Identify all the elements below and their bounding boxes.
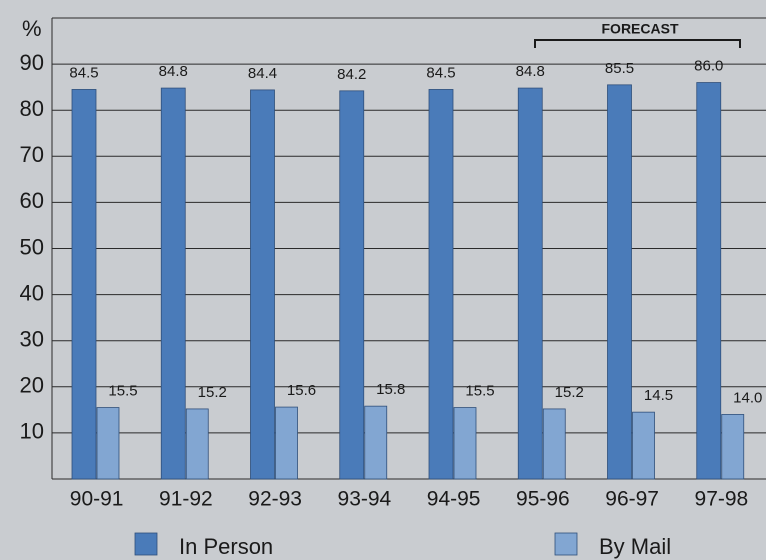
bar — [517, 87, 543, 480]
legend-swatch — [554, 532, 578, 556]
data-label: 14.0 — [733, 389, 762, 406]
y-tick-label: 10 — [20, 419, 44, 444]
y-tick-label: 50 — [20, 234, 44, 259]
bar — [696, 82, 722, 480]
y-axis-label: % — [22, 16, 42, 41]
bar — [632, 411, 655, 480]
data-label: 84.5 — [426, 64, 455, 81]
data-label: 84.2 — [337, 66, 366, 83]
data-label: 15.5 — [465, 383, 494, 400]
x-tick-label: 91-92 — [159, 488, 213, 511]
data-label: 84.5 — [69, 64, 98, 81]
data-label: 15.2 — [198, 384, 227, 401]
x-tick-label: 96-97 — [605, 488, 659, 511]
bar — [250, 89, 275, 480]
data-label: 15.5 — [108, 383, 137, 400]
x-tick-label: 92-93 — [248, 488, 302, 511]
bar — [96, 407, 120, 480]
data-label: 15.2 — [555, 384, 584, 401]
bar — [339, 90, 365, 480]
bar — [185, 408, 209, 480]
legend-swatch — [134, 532, 158, 556]
bar — [275, 406, 298, 480]
y-tick-label: 90 — [20, 50, 44, 75]
bar — [428, 89, 454, 480]
data-label: 15.8 — [376, 381, 405, 398]
data-label: 85.5 — [605, 60, 634, 77]
data-label: 15.6 — [287, 382, 316, 399]
x-tick-label: 95-96 — [516, 488, 570, 511]
data-label: 84.4 — [248, 65, 277, 82]
bar — [160, 87, 186, 480]
x-tick-label: 94-95 — [427, 488, 481, 511]
legend-label: In Person — [179, 534, 273, 559]
y-tick-label: 60 — [20, 188, 44, 213]
y-tick-label: 20 — [20, 373, 44, 398]
forecast-bracket — [534, 39, 741, 48]
data-label: 86.0 — [694, 58, 723, 75]
x-tick-label: 93-94 — [338, 488, 392, 511]
y-tick-label: 80 — [20, 96, 44, 121]
bar — [453, 407, 477, 480]
bar — [721, 414, 745, 480]
bar — [71, 89, 97, 480]
y-tick-label: 40 — [20, 280, 44, 305]
data-label: 14.5 — [644, 387, 673, 404]
legend-label: By Mail — [599, 534, 671, 559]
bar — [364, 405, 388, 480]
data-label: 84.8 — [159, 63, 188, 80]
data-label: 84.8 — [516, 63, 545, 80]
x-tick-label: 97-98 — [695, 488, 749, 511]
bar — [542, 408, 566, 480]
x-tick-label: 90-91 — [70, 488, 124, 511]
bar — [607, 84, 632, 480]
y-tick-label: 30 — [20, 327, 44, 352]
annotation: FORECAST — [602, 21, 679, 37]
y-tick-label: 70 — [20, 142, 44, 167]
